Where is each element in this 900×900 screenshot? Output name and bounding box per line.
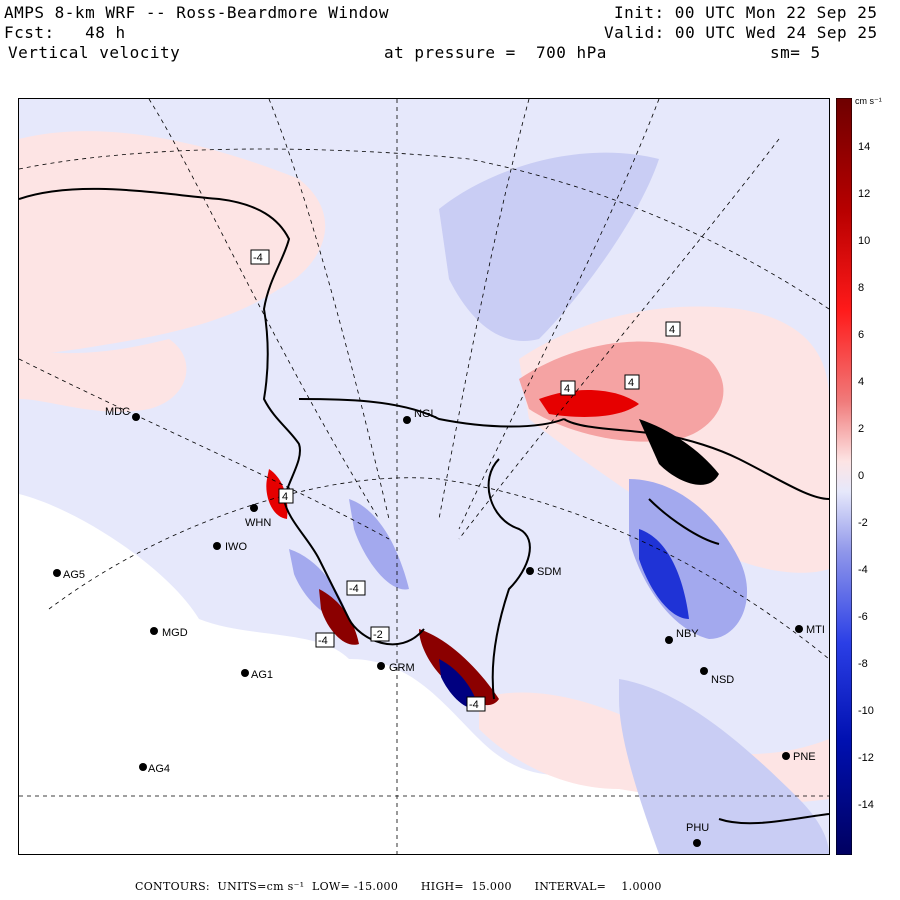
station-iwo: IWO: [213, 541, 247, 553]
svg-text:PHU: PHU: [686, 822, 709, 834]
svg-text:MGD: MGD: [162, 627, 188, 639]
svg-text:4: 4: [669, 324, 675, 336]
smoothing-value: sm= 5: [770, 43, 821, 62]
station-mti: MTI: [795, 624, 825, 636]
contour-label: 4: [278, 488, 294, 504]
colorbar-tick: 4: [858, 376, 865, 388]
warm-region-north: [19, 131, 326, 355]
station-ag1: AG1: [241, 669, 273, 681]
svg-text:NGL: NGL: [414, 408, 437, 420]
svg-text:4: 4: [282, 491, 288, 503]
svg-text:PNE: PNE: [793, 751, 816, 763]
contour-label: -4: [315, 632, 335, 648]
svg-text:-4: -4: [469, 699, 479, 711]
colorbar-tick: -14: [858, 799, 874, 811]
graticule: [19, 99, 829, 854]
colorbar-tick: -12: [858, 752, 874, 764]
colorbar-tick: 2: [858, 423, 865, 435]
sinking-region-central: [349, 499, 409, 590]
svg-text:AG5: AG5: [63, 569, 85, 581]
contour-label: -4: [466, 696, 486, 712]
svg-text:GRM: GRM: [389, 662, 415, 674]
warm-region-west: [19, 339, 187, 412]
map-panel: MDC NGL WHN IWO AG5 SDM MGD NBY MTI AG1 …: [18, 98, 830, 855]
updraft-core-coast: [266, 469, 288, 519]
mountain-wave-red: [419, 629, 499, 706]
svg-text:MTI: MTI: [806, 624, 825, 636]
contour-label: -4: [346, 580, 366, 596]
svg-text:MDC: MDC: [105, 406, 130, 418]
svg-text:AG4: AG4: [148, 763, 170, 775]
station-pne: PNE: [782, 751, 816, 763]
colorbar-tick: 10: [858, 235, 871, 247]
station-grm: GRM: [377, 662, 415, 674]
contour-label: 4: [560, 380, 576, 396]
colorbar-tick: 0: [858, 470, 865, 482]
station-ag5: AG5: [53, 569, 85, 581]
colorbar-gradient: [836, 98, 852, 855]
dense-contours-east: [639, 419, 719, 485]
pressure-level: at pressure = 700 hPa: [384, 43, 607, 62]
sinking-region-south: [619, 679, 829, 854]
station-ag4: AG4: [139, 763, 170, 775]
svg-text:SDM: SDM: [537, 566, 561, 578]
colorbar: [836, 98, 852, 855]
contour-info-footer: CONTOURS: UNITS=cm s⁻¹ LOW= -15.000 HIGH…: [135, 880, 662, 893]
mountain-wave-red-2: [319, 589, 359, 645]
sinking-core-east: [639, 529, 689, 619]
station-mdc: MDC: [105, 406, 140, 421]
updraft-core-east-strong: [539, 389, 639, 417]
colorbar-tick: -10: [858, 705, 874, 717]
forecast-hour: Fcst: 48 h: [4, 23, 126, 42]
colorbar-tick: -4: [858, 564, 868, 576]
no-data-region: [19, 494, 669, 854]
svg-text:-4: -4: [318, 635, 328, 647]
svg-text:WHN: WHN: [245, 517, 271, 529]
colorbar-tick: 6: [858, 329, 865, 341]
vertical-velocity-map: MDC NGL WHN IWO AG5 SDM MGD NBY MTI AG1 …: [19, 99, 829, 854]
colorbar-tick: 12: [858, 188, 871, 200]
svg-text:IWO: IWO: [225, 541, 247, 553]
sinking-region-north: [439, 152, 659, 341]
svg-text:NBY: NBY: [676, 628, 699, 640]
contour-labels: -4 4 4 4 4 -4 -4 -2 -4: [250, 249, 681, 712]
svg-text:4: 4: [628, 377, 634, 389]
station-markers: MDC NGL WHN IWO AG5 SDM MGD NBY MTI AG1 …: [53, 406, 825, 847]
updraft-core-east: [519, 341, 724, 442]
valid-time: Valid: 00 UTC Wed 24 Sep 25: [604, 23, 878, 42]
svg-text:-2: -2: [373, 629, 383, 641]
colorbar-tick: -6: [858, 611, 868, 623]
station-mgd: MGD: [150, 627, 188, 639]
field-name: Vertical velocity: [8, 43, 181, 62]
colorbar-tick: 8: [858, 282, 865, 294]
init-time: Init: 00 UTC Mon 22 Sep 25: [614, 3, 878, 22]
station-sdm: SDM: [526, 566, 561, 578]
colorbar-tick: 14: [858, 141, 871, 153]
station-whn: WHN: [245, 504, 271, 529]
svg-text:-4: -4: [349, 583, 359, 595]
svg-text:NSD: NSD: [711, 674, 734, 686]
station-ngl: NGL: [403, 408, 437, 424]
colorbar-tick: -8: [858, 658, 868, 670]
svg-text:4: 4: [564, 383, 570, 395]
colorbar-units: cm s⁻¹: [855, 96, 882, 106]
station-nsd: NSD: [700, 667, 734, 686]
station-nby: NBY: [665, 628, 699, 644]
svg-text:-4: -4: [253, 252, 263, 264]
contour-label: -4: [250, 249, 270, 265]
sinking-region-east: [629, 479, 748, 639]
contour-label: 4: [665, 321, 681, 337]
station-phu: PHU: [686, 822, 709, 847]
svg-text:AG1: AG1: [251, 669, 273, 681]
map-title: AMPS 8-km WRF -- Ross-Beardmore Window: [4, 3, 390, 22]
coastline: [19, 187, 829, 825]
contour-label: 4: [624, 374, 640, 390]
contour-label: -2: [370, 626, 390, 642]
colorbar-tick: -2: [858, 517, 868, 529]
